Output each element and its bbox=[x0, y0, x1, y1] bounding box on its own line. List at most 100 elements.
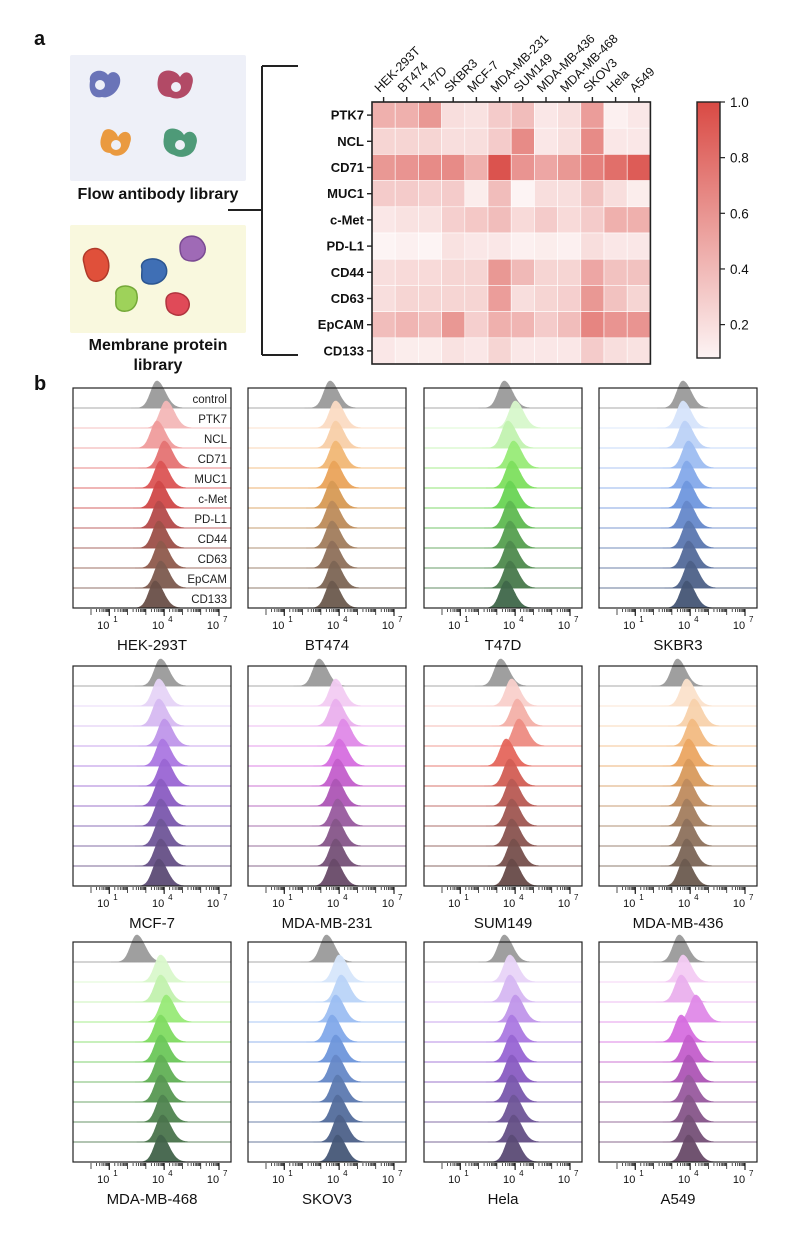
ridge-histogram bbox=[311, 1074, 363, 1103]
ridge-histogram bbox=[662, 520, 714, 549]
row-label: CD44 bbox=[331, 265, 365, 280]
histogram-panel: 10 1 10 4 10 7 SKOV3 bbox=[247, 934, 407, 1208]
ridge-histogram bbox=[309, 778, 362, 807]
antibody-icon-green bbox=[163, 128, 197, 157]
panel-frame bbox=[72, 387, 232, 609]
ridge-histogram bbox=[306, 520, 358, 549]
x-tick-exponent: 1 bbox=[639, 893, 644, 902]
ridge-histogram bbox=[309, 698, 362, 727]
row-label: c-Met bbox=[330, 212, 365, 227]
x-tick-exponent: 4 bbox=[694, 893, 699, 902]
x-tick-exponent: 7 bbox=[223, 893, 228, 902]
ridge-histogram bbox=[660, 798, 713, 827]
ridge-histogram bbox=[662, 540, 714, 569]
ridge-histogram bbox=[134, 1014, 187, 1043]
ridge-histogram bbox=[309, 1034, 362, 1063]
protein-blob-purple bbox=[179, 235, 206, 262]
x-tick-label: 10 bbox=[382, 620, 394, 632]
ridge-histogram bbox=[493, 718, 545, 747]
panel-name: Hela bbox=[488, 1191, 520, 1208]
ridge-histogram bbox=[317, 718, 369, 747]
heatmap-chart: PTK7 NCL CD71 MUC1 c-Met PD-L1 CD44 CD63 EpCAM CD… bbox=[228, 32, 749, 365]
panel-frame bbox=[247, 665, 407, 887]
x-tick-exponent: 7 bbox=[223, 615, 228, 624]
histogram-panel: 10 1 10 4 10 7 T47D bbox=[423, 380, 583, 654]
ridge-histogram bbox=[660, 460, 713, 489]
histogram-panel: 10 1 10 4 10 7 SKBR3 bbox=[598, 380, 758, 654]
ridge-histogram bbox=[484, 974, 536, 1003]
row-label: CD133 bbox=[324, 343, 364, 358]
x-tick-exponent: 7 bbox=[223, 1169, 228, 1178]
antibody-icon-maroon bbox=[157, 70, 193, 99]
x-tick-exponent: 4 bbox=[168, 615, 173, 624]
ridge-histogram bbox=[487, 440, 539, 469]
panel-frame bbox=[423, 665, 583, 887]
panel-name: HEK-293T bbox=[117, 637, 187, 654]
x-tick-exponent: 7 bbox=[749, 893, 754, 902]
ridge-histogram bbox=[140, 994, 192, 1023]
x-tick-label: 10 bbox=[733, 1174, 745, 1186]
x-tick-label: 10 bbox=[678, 620, 690, 632]
ridge-histogram bbox=[133, 520, 185, 549]
x-tick-label: 10 bbox=[152, 1174, 164, 1186]
panel-frame bbox=[72, 665, 232, 887]
ridge-histogram bbox=[653, 934, 705, 963]
row-label: NCL bbox=[337, 134, 364, 149]
ridge-histogram bbox=[660, 778, 713, 807]
row-label: PTK7 bbox=[331, 108, 364, 123]
ridge-histogram bbox=[134, 540, 187, 569]
row-label: CD71 bbox=[331, 160, 364, 175]
ridge-histogram bbox=[660, 838, 713, 867]
antibody-icons bbox=[89, 70, 197, 157]
ridge-histogram bbox=[662, 758, 714, 787]
ridge-histogram bbox=[309, 818, 362, 847]
x-tick-label: 10 bbox=[503, 620, 515, 632]
ridge-histogram bbox=[134, 818, 187, 847]
ridge-histogram bbox=[138, 440, 190, 469]
ridge-histogram bbox=[309, 400, 362, 429]
ridge-histogram bbox=[662, 1054, 714, 1083]
ridge-histogram bbox=[478, 934, 530, 963]
histogram-panel: 10 1 10 4 10 7 MDA-MB-436 bbox=[598, 658, 758, 932]
x-tick-exponent: 1 bbox=[113, 1169, 118, 1178]
ridge-histogram bbox=[134, 798, 187, 827]
x-tick-label: 10 bbox=[448, 898, 460, 910]
histogram-panel: 10 1 10 4 10 7 Hela bbox=[423, 934, 583, 1208]
ridge-histogram bbox=[655, 1014, 707, 1043]
x-tick-exponent: 7 bbox=[398, 1169, 403, 1178]
x-tick-exponent: 4 bbox=[343, 615, 348, 624]
ridge-histogram bbox=[313, 738, 365, 767]
protein-blob-blue bbox=[140, 258, 168, 285]
ridge-histogram bbox=[111, 934, 163, 963]
ridge-histogram bbox=[136, 1094, 188, 1123]
x-tick-label: 10 bbox=[558, 620, 570, 632]
ridge-histogram bbox=[491, 698, 543, 727]
ridge-histogram bbox=[313, 1114, 365, 1143]
ridge-histogram bbox=[138, 718, 190, 747]
ridge-histogram bbox=[484, 520, 536, 549]
panel-name: A549 bbox=[660, 1191, 695, 1208]
x-tick-label: 10 bbox=[623, 1174, 635, 1186]
ridge-histogram bbox=[662, 738, 714, 767]
antibody-library-illustration bbox=[70, 55, 246, 181]
ridge-histogram bbox=[131, 380, 183, 409]
x-tick-label: 10 bbox=[327, 898, 339, 910]
bracket-connector bbox=[228, 65, 298, 356]
ridge-histogram bbox=[311, 758, 363, 787]
ridge-histogram bbox=[484, 480, 536, 509]
ridge-histogram bbox=[311, 1094, 363, 1123]
ridge-histogram bbox=[300, 934, 352, 963]
ridge-histogram bbox=[134, 1034, 187, 1063]
ridge-histogram bbox=[485, 1014, 538, 1043]
panel-name: T47D bbox=[485, 637, 522, 654]
marker-row-label: NCL bbox=[204, 434, 228, 446]
ridge-histogram bbox=[485, 678, 538, 707]
panel-frame bbox=[423, 387, 583, 609]
x-tick-exponent: 7 bbox=[749, 1169, 754, 1178]
ridge-histogram bbox=[660, 480, 713, 509]
x-tick-label: 10 bbox=[448, 620, 460, 632]
x-tick-exponent: 1 bbox=[288, 615, 293, 624]
x-tick-exponent: 1 bbox=[464, 1169, 469, 1178]
ridge-histogram bbox=[668, 698, 720, 727]
